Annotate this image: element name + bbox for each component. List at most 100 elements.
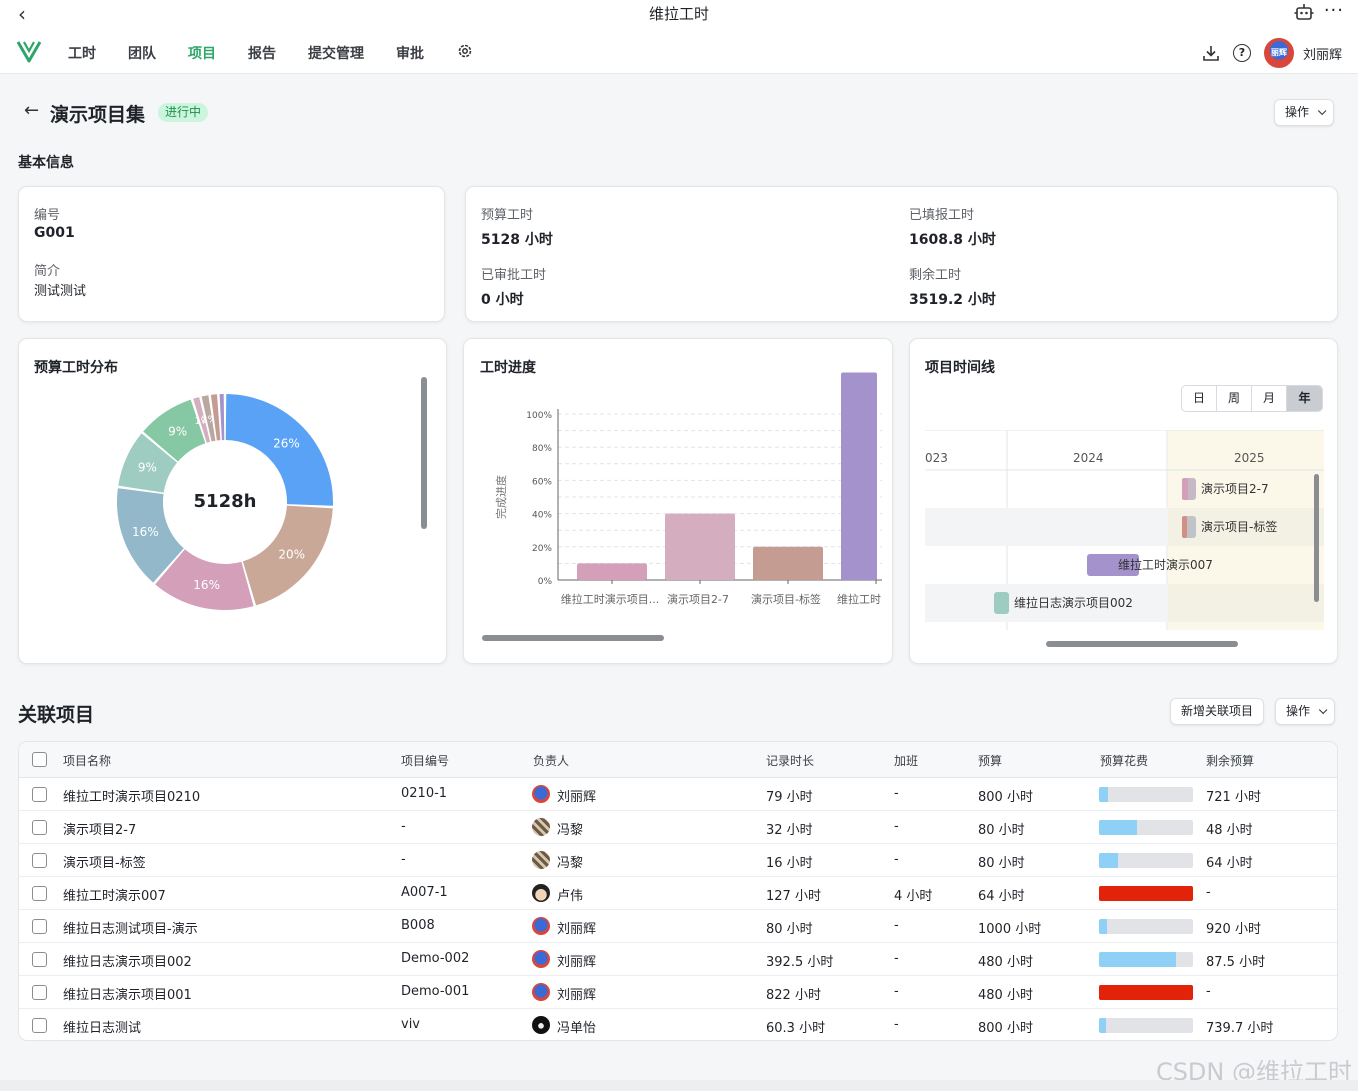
timeline-bar-2[interactable] bbox=[1087, 554, 1139, 576]
donut-slice[interactable] bbox=[201, 395, 216, 442]
row-checkbox[interactable] bbox=[32, 952, 47, 967]
cell-remain: 739.7 小时 bbox=[1206, 1021, 1274, 1036]
cell-name[interactable]: 维拉工时演示007 bbox=[63, 889, 166, 904]
cell-name[interactable]: 维拉日志测试 bbox=[63, 1021, 142, 1036]
scale-month[interactable]: 月 bbox=[1252, 386, 1287, 411]
progress-bar[interactable] bbox=[577, 563, 647, 580]
owner-avatar bbox=[532, 818, 550, 836]
approved-hours-label: 已审批工时 bbox=[481, 268, 547, 283]
nav-item-approval[interactable]: 审批 bbox=[396, 46, 424, 62]
col-remaining[interactable]: 剩余预算 bbox=[1206, 754, 1255, 768]
table-row[interactable]: 维拉工时演示项目0210 0210-1 刘丽辉 79 小时 - 800 小时 721 小时 bbox=[19, 778, 1337, 811]
donut-slice[interactable] bbox=[242, 505, 333, 606]
cell-owner: 卢伟 bbox=[557, 889, 584, 904]
row-checkbox[interactable] bbox=[32, 985, 47, 1000]
related-action-button[interactable]: 操作 bbox=[1275, 698, 1336, 725]
donut-slice[interactable] bbox=[225, 394, 333, 506]
help-icon[interactable]: ? bbox=[1233, 44, 1251, 62]
header-action-button[interactable]: 操作 bbox=[1274, 99, 1335, 126]
y-tick-label: 60% bbox=[532, 477, 552, 487]
hours-card: 预算工时 5128 小时 已审批工时 0 小时 已填报工时 1608.8 小时 … bbox=[465, 186, 1338, 322]
table-row[interactable]: 维拉日志测试项目-演示 B008 刘丽辉 80 小时 - 1000 小时 920 小时 bbox=[19, 910, 1337, 943]
donut-slice[interactable] bbox=[143, 399, 206, 462]
nav-item-submission[interactable]: 提交管理 bbox=[308, 46, 364, 62]
app-logo-icon[interactable] bbox=[16, 38, 42, 64]
back-arrow-icon[interactable]: ← bbox=[24, 100, 40, 121]
nav-item-report[interactable]: 报告 bbox=[248, 46, 276, 62]
nav-item-project[interactable]: 项目 bbox=[188, 46, 216, 62]
owner-avatar bbox=[532, 851, 550, 869]
table-row[interactable]: 维拉日志测试 viv 冯单怡 60.3 小时 - 800 小时 739.7 小时 bbox=[19, 1009, 1337, 1040]
desc-label: 简介 bbox=[34, 264, 61, 279]
donut-slice[interactable] bbox=[193, 397, 211, 443]
settings-gear-icon[interactable] bbox=[456, 42, 474, 60]
user-avatar[interactable]: 丽辉 bbox=[1264, 38, 1294, 68]
row-checkbox[interactable] bbox=[32, 1018, 47, 1033]
col-budget[interactable]: 预算 bbox=[978, 754, 1003, 768]
row-checkbox[interactable] bbox=[32, 886, 47, 901]
donut-slice[interactable] bbox=[155, 549, 254, 610]
progress-bar[interactable] bbox=[841, 372, 877, 581]
cell-name[interactable]: 维拉日志测试项目-演示 bbox=[63, 922, 198, 937]
col-logged[interactable]: 记录时长 bbox=[766, 754, 815, 768]
cell-name[interactable]: 维拉日志演示项目001 bbox=[63, 988, 192, 1003]
cell-name[interactable]: 演示项目-标签 bbox=[63, 856, 146, 871]
col-spent[interactable]: 预算花费 bbox=[1100, 754, 1149, 768]
add-related-project-button[interactable]: 新增关联项目 bbox=[1170, 698, 1265, 725]
timeline-vscrollbar[interactable] bbox=[1314, 474, 1319, 602]
nav-item-worktime[interactable]: 工时 bbox=[68, 46, 96, 62]
back-chevron-icon[interactable]: ‹ bbox=[18, 2, 26, 26]
progress-scrollbar[interactable] bbox=[482, 635, 664, 641]
cell-budget: 80 小时 bbox=[978, 823, 1025, 838]
cell-overtime: 4 小时 bbox=[894, 889, 933, 904]
cell-owner: 刘丽辉 bbox=[557, 955, 597, 970]
progress-bar[interactable] bbox=[753, 546, 823, 580]
cell-name[interactable]: 维拉工时演示项目0210 bbox=[63, 790, 201, 805]
row-checkbox[interactable] bbox=[32, 787, 47, 802]
x-tick-label: 演示项目-标签 bbox=[751, 592, 821, 606]
donut-slice[interactable] bbox=[117, 488, 184, 583]
row-checkbox[interactable] bbox=[32, 919, 47, 934]
timeline-bar-3[interactable] bbox=[994, 592, 1009, 614]
donut-scrollbar[interactable] bbox=[421, 377, 427, 529]
table-row[interactable]: 演示项目2-7 - 冯黎 32 小时 - 80 小时 48 小时 bbox=[19, 811, 1337, 844]
cell-logged: 60.3 小时 bbox=[766, 1021, 826, 1036]
scale-day[interactable]: 日 bbox=[1182, 386, 1217, 411]
col-name[interactable]: 项目名称 bbox=[63, 754, 112, 768]
row-checkbox[interactable] bbox=[32, 853, 47, 868]
budget-spent-fill bbox=[1099, 820, 1137, 835]
user-name[interactable]: 刘丽辉 bbox=[1303, 48, 1343, 63]
cell-code: - bbox=[401, 852, 406, 867]
budget-spent-bar bbox=[1099, 820, 1193, 835]
table-row[interactable]: 维拉日志演示项目002 Demo-002 刘丽辉 392.5 小时 - 480 小时 87.… bbox=[19, 943, 1337, 976]
robot-icon[interactable] bbox=[1294, 3, 1314, 21]
download-icon[interactable] bbox=[1202, 44, 1220, 62]
select-all-checkbox[interactable] bbox=[32, 752, 47, 767]
table-row[interactable]: 演示项目-标签 - 冯黎 16 小时 - 80 小时 64 小时 bbox=[19, 844, 1337, 877]
filled-hours-value: 1608.8 小时 bbox=[909, 232, 996, 248]
col-owner[interactable]: 负责人 bbox=[533, 754, 570, 768]
donut-chart: 26% 20% 16% 16% 9% 9% 1%2% bbox=[117, 394, 333, 610]
scale-week[interactable]: 周 bbox=[1217, 386, 1252, 411]
bottom-bar bbox=[0, 1080, 1358, 1091]
timeline-chart: 023 2024 2025 演示项目2-7 演示项目-标签 维拉工时演示007 … bbox=[925, 430, 1324, 630]
col-code[interactable]: 项目编号 bbox=[401, 754, 450, 768]
progress-bar[interactable] bbox=[665, 513, 735, 580]
cell-overtime: - bbox=[894, 951, 899, 966]
nav-item-team[interactable]: 团队 bbox=[128, 46, 156, 62]
scale-year[interactable]: 年 bbox=[1287, 386, 1322, 411]
cell-name[interactable]: 演示项目2-7 bbox=[63, 823, 137, 838]
table-row[interactable]: 维拉工时演示007 A007-1 卢伟 127 小时 4 小时 64 小时 - bbox=[19, 877, 1337, 910]
timeline-year-0: 023 bbox=[925, 451, 948, 465]
timeline-hscrollbar[interactable] bbox=[1046, 641, 1238, 647]
more-icon[interactable]: ··· bbox=[1323, 0, 1344, 21]
row-checkbox[interactable] bbox=[32, 820, 47, 835]
table-row[interactable]: 维拉日志演示项目001 Demo-001 刘丽辉 822 小时 - 480 小时 - bbox=[19, 976, 1337, 1009]
donut-slice[interactable] bbox=[118, 433, 178, 493]
cell-remain: 920 小时 bbox=[1206, 922, 1261, 937]
donut-slice[interactable] bbox=[210, 394, 221, 441]
donut-slice[interactable] bbox=[219, 394, 225, 441]
col-overtime[interactable]: 加班 bbox=[894, 754, 919, 768]
cell-name[interactable]: 维拉日志演示项目002 bbox=[63, 955, 192, 970]
